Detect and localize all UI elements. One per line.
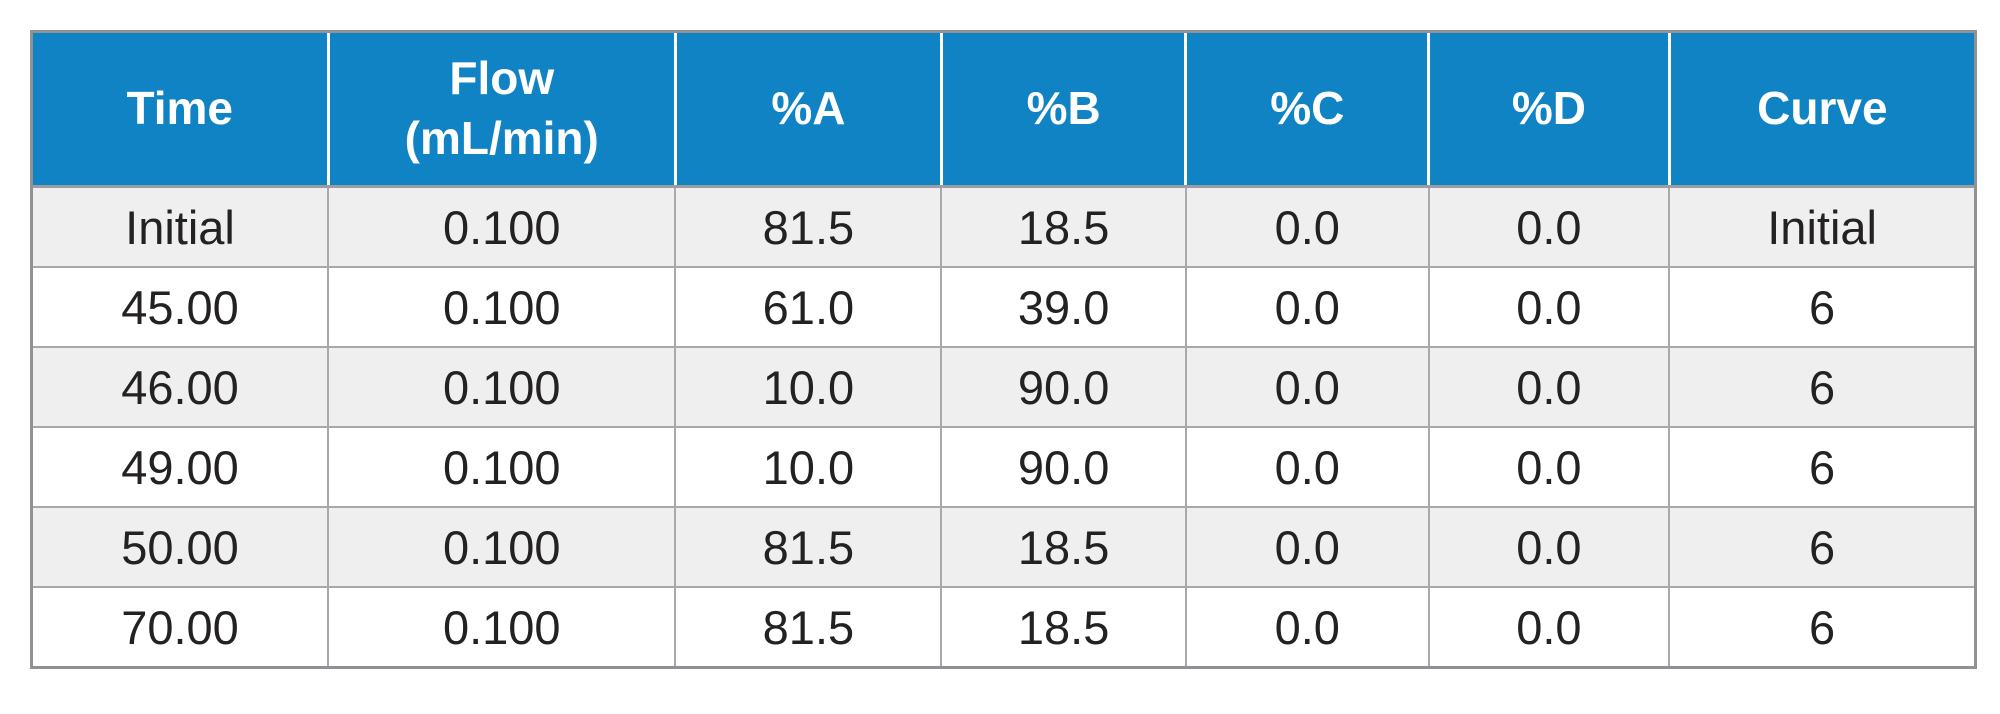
table-cell: 0.100 [328, 267, 677, 348]
table-cell: 49.00 [33, 427, 330, 508]
column-header-flow: Flow (mL/min) [328, 33, 677, 188]
table-body: Initial 0.100 81.5 18.5 0.0 0.0 Initial … [33, 186, 1974, 666]
table-cell: 46.00 [33, 347, 330, 428]
table-cell: 0.100 [328, 427, 677, 508]
table-cell: 90.0 [941, 347, 1187, 428]
table-row: 49.00 0.100 10.0 90.0 0.0 0.0 6 [33, 427, 1974, 508]
table-row: 70.00 0.100 81.5 18.5 0.0 0.0 6 [33, 587, 1974, 666]
table-cell: 0.0 [1428, 347, 1671, 428]
table-header: Time Flow (mL/min) %A %B [33, 33, 1974, 188]
table-cell: 61.0 [675, 267, 943, 348]
table-cell: 0.0 [1185, 347, 1430, 428]
table-cell: 0.0 [1185, 267, 1430, 348]
table-row: 46.00 0.100 10.0 90.0 0.0 0.0 6 [33, 347, 1974, 428]
table-cell: 10.0 [675, 427, 943, 508]
column-header-curve: Curve [1669, 33, 1974, 188]
table-cell: Initial [1669, 186, 1974, 268]
table-cell: 0.0 [1428, 267, 1671, 348]
table-cell: 0.100 [328, 347, 677, 428]
table-cell: 0.0 [1428, 186, 1671, 268]
gradient-table: Time Flow (mL/min) %A %B [33, 33, 1974, 666]
table-cell: 18.5 [941, 507, 1187, 588]
table-cell: 6 [1669, 587, 1974, 666]
table-cell: 0.0 [1428, 587, 1671, 666]
column-header-percent-c: %C [1185, 33, 1431, 188]
column-header-label: %D [1511, 82, 1586, 135]
table-cell: 6 [1669, 267, 1974, 348]
gradient-table-container: Time Flow (mL/min) %A %B [30, 30, 1977, 669]
header-row: Time Flow (mL/min) %A %B [33, 33, 1974, 188]
table-cell: 45.00 [33, 267, 330, 348]
column-header-label: Curve [1757, 82, 1888, 135]
column-header-label: %C [1270, 82, 1345, 135]
table-cell: 81.5 [675, 186, 943, 268]
table-cell: 0.0 [1428, 427, 1671, 508]
table-cell: 0.0 [1185, 427, 1430, 508]
table-cell: 90.0 [941, 427, 1187, 508]
column-header-label: %B [1026, 82, 1101, 135]
table-row: 50.00 0.100 81.5 18.5 0.0 0.0 6 [33, 507, 1974, 588]
table-cell: 0.100 [328, 587, 677, 666]
table-cell: 0.100 [328, 507, 677, 588]
table-row: Initial 0.100 81.5 18.5 0.0 0.0 Initial [33, 186, 1974, 268]
table-cell: 81.5 [675, 587, 943, 666]
table-cell: 0.0 [1185, 507, 1430, 588]
table-cell: 0.100 [328, 186, 677, 268]
table-cell: 0.0 [1185, 587, 1430, 666]
table-cell: 0.0 [1428, 507, 1671, 588]
column-header-percent-a: %A [675, 33, 943, 188]
column-header-sublabel: (mL/min) [404, 112, 599, 164]
column-header-label: Flow [449, 52, 555, 105]
table-cell: 10.0 [675, 347, 943, 428]
column-header-label: %A [771, 82, 846, 135]
table-cell: 6 [1669, 427, 1974, 508]
column-header-time: Time [33, 33, 330, 188]
table-cell: 6 [1669, 507, 1974, 588]
table-cell: 39.0 [941, 267, 1187, 348]
column-header-label: Time [126, 82, 234, 135]
table-row: 45.00 0.100 61.0 39.0 0.0 0.0 6 [33, 267, 1974, 348]
table-cell: 81.5 [675, 507, 943, 588]
table-cell: 70.00 [33, 587, 330, 666]
table-cell: 0.0 [1185, 186, 1430, 268]
table-cell: 6 [1669, 347, 1974, 428]
column-header-percent-b: %B [941, 33, 1188, 188]
table-cell: 50.00 [33, 507, 330, 588]
column-header-percent-d: %D [1428, 33, 1671, 188]
table-cell: Initial [33, 186, 330, 268]
table-cell: 18.5 [941, 186, 1187, 268]
table-cell: 18.5 [941, 587, 1187, 666]
